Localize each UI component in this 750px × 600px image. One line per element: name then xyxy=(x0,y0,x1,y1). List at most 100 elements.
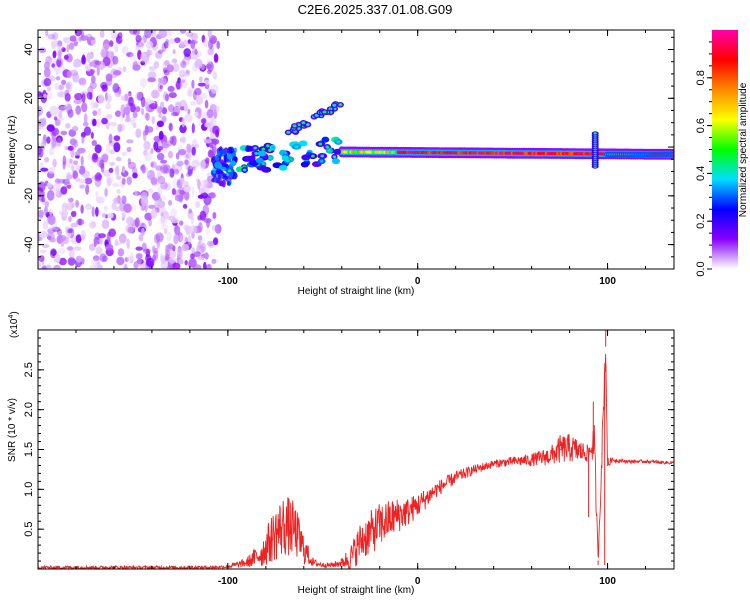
colorbar-tick-label: 0.4 xyxy=(695,166,707,181)
noise-speckle xyxy=(57,91,66,98)
noise-speckle xyxy=(175,80,183,90)
noise-speckle xyxy=(139,77,147,88)
transition-blob xyxy=(218,174,222,181)
lower-branch-blob xyxy=(226,153,233,160)
snr-scale-label: (x104) xyxy=(8,311,20,338)
lower-branch-core xyxy=(271,146,275,150)
noise-speckle xyxy=(208,39,213,50)
chart-title: C2E6.2025.337.01.08.G09 xyxy=(298,2,453,17)
noise-speckle xyxy=(147,204,156,209)
noise-speckle xyxy=(147,71,157,79)
noise-speckle xyxy=(78,218,82,226)
noise-speckle xyxy=(165,30,173,38)
noise-speckle xyxy=(102,39,110,50)
snr-point xyxy=(312,562,314,564)
noise-speckle xyxy=(48,209,53,216)
noise-speckle xyxy=(212,105,220,113)
noise-speckle xyxy=(213,237,219,246)
noise-speckle xyxy=(184,190,190,201)
noise-speckle xyxy=(143,248,151,254)
noise-speckle xyxy=(114,44,119,53)
snr-point xyxy=(625,460,628,462)
lower-branch-blob xyxy=(229,160,237,167)
noise-speckle xyxy=(197,255,205,261)
noise-speckle xyxy=(56,137,62,147)
noise-speckle xyxy=(41,265,47,269)
noise-speckle xyxy=(83,126,92,136)
noise-speckle xyxy=(99,253,107,263)
lower-branch-blob xyxy=(255,157,264,164)
noise-speckle xyxy=(171,188,176,196)
noise-speckle xyxy=(95,262,102,269)
noise-speckle xyxy=(66,184,72,189)
noise-speckle xyxy=(53,264,61,269)
noise-speckle xyxy=(202,204,210,216)
noise-speckle xyxy=(206,63,212,70)
noise-speckle xyxy=(46,86,52,92)
noise-speckle xyxy=(189,225,197,235)
noise-speckle xyxy=(191,166,196,171)
noise-speckle xyxy=(162,141,167,149)
noise-speckle xyxy=(74,93,83,100)
noise-speckle xyxy=(137,49,142,60)
noise-speckle xyxy=(134,190,138,196)
noise-speckle xyxy=(62,209,68,217)
noise-speckle xyxy=(96,156,104,168)
noise-speckle xyxy=(203,139,212,144)
snr-point xyxy=(559,448,561,451)
noise-speckle xyxy=(109,149,115,155)
snr-point xyxy=(284,524,286,526)
lower-branch-core xyxy=(327,149,332,153)
noise-speckle xyxy=(47,91,53,100)
noise-speckle xyxy=(182,181,189,187)
noise-speckle xyxy=(43,93,47,99)
y-tick-label: 2.0 xyxy=(23,402,35,417)
noise-speckle xyxy=(115,156,122,162)
noise-speckle xyxy=(98,233,106,239)
noise-speckle xyxy=(145,101,149,112)
noise-speckle xyxy=(206,172,211,179)
noise-speckle xyxy=(172,262,181,269)
noise-speckle xyxy=(56,228,63,236)
noise-speckle xyxy=(122,66,127,73)
noise-speckle xyxy=(115,35,123,45)
y-tick-label: -20 xyxy=(23,188,35,204)
noise-speckle xyxy=(85,184,90,195)
noise-speckle xyxy=(79,179,86,184)
noise-speckle xyxy=(187,165,194,175)
noise-speckle xyxy=(210,36,216,45)
noise-speckle xyxy=(43,78,52,87)
snr-point xyxy=(322,564,324,566)
noise-speckle xyxy=(67,108,74,118)
noise-speckle xyxy=(203,218,212,223)
noise-speckle xyxy=(204,122,212,128)
noise-speckle xyxy=(187,235,192,246)
noise-speckle xyxy=(117,123,123,133)
noise-speckle xyxy=(180,60,187,69)
noise-speckle xyxy=(199,76,203,83)
noise-speckle xyxy=(201,34,206,43)
noise-speckle xyxy=(90,39,97,45)
noise-speckle xyxy=(92,110,98,116)
noise-speckle xyxy=(174,189,183,200)
lower-branch-core xyxy=(227,169,232,173)
noise-speckle xyxy=(123,106,131,115)
noise-speckle xyxy=(212,212,217,219)
snr-point xyxy=(350,556,352,558)
lower-branch-blob xyxy=(257,150,267,157)
noise-speckle xyxy=(167,85,175,92)
noise-speckle xyxy=(45,55,52,65)
noise-speckle xyxy=(75,199,80,208)
noise-speckle xyxy=(177,149,187,156)
noise-speckle xyxy=(66,228,73,234)
noise-speckle xyxy=(62,155,67,166)
noise-speckle xyxy=(57,234,67,242)
noise-speckle xyxy=(158,30,167,39)
snr-point xyxy=(436,488,438,490)
noise-speckle xyxy=(67,145,74,151)
noise-speckle xyxy=(67,246,73,251)
upper-branch-core xyxy=(338,103,343,107)
noise-speckle xyxy=(207,192,216,199)
noise-speckle xyxy=(95,246,103,255)
y-tick-label: 0 xyxy=(23,144,35,150)
